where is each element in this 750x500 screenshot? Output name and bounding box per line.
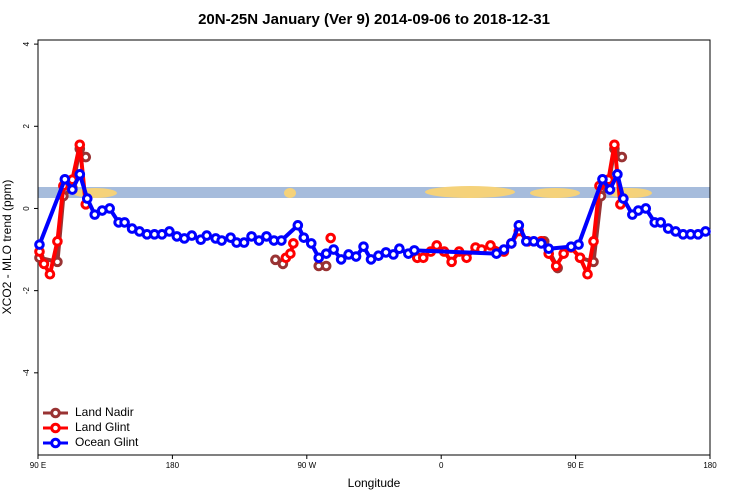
point [59,173,71,185]
x-tick-label: 0 [439,461,444,470]
y-tick-label: 0 [22,206,31,211]
point [461,252,472,264]
point [305,238,317,249]
chart-title: 20N-25N January (Ver 9) 2014-09-06 to 20… [198,11,550,28]
point [216,235,227,246]
point [618,193,629,204]
point [261,231,272,242]
point [44,268,56,280]
point [292,220,304,231]
point [582,268,593,280]
point [81,193,93,204]
y-tick-label: -2 [22,287,31,295]
point [164,226,175,237]
x-tick-label: 90 W [297,461,316,470]
point [34,239,45,250]
y-axis-label: XCO2 - MLO trend (ppm) [0,180,14,315]
point [431,240,443,251]
point [597,173,608,185]
point [238,237,250,248]
point [288,238,299,249]
point [640,203,652,214]
x-tick-label: 90 E [567,461,583,470]
point [604,184,616,195]
point [506,238,517,249]
point [574,252,586,264]
point [320,248,332,259]
x-axis-label: Longitude [348,476,401,490]
point [612,169,623,180]
point [89,209,101,220]
point [285,248,296,259]
legend-label: Ocean Glint [75,435,139,449]
point [550,260,562,272]
point [276,235,287,246]
point [298,232,310,243]
point [394,243,405,255]
legend-label: Land Glint [75,420,130,434]
legend-label: Land Nadir [75,405,134,419]
point [513,220,525,231]
point [655,217,667,228]
point [573,239,584,250]
point [270,254,281,266]
point [409,245,420,256]
point [616,151,628,163]
point [543,243,555,255]
point [350,251,362,262]
point [328,244,339,255]
point [609,139,620,151]
point [74,169,86,180]
point [119,217,130,228]
point [335,254,347,265]
point [67,184,78,195]
point [588,236,599,247]
point [104,203,115,214]
point [491,248,502,259]
legend-marker [50,437,61,449]
point [52,236,63,247]
legend-marker [50,407,61,419]
point [558,248,569,259]
y-tick-label: 2 [22,124,31,129]
x-tick-label: 180 [166,461,180,470]
point [186,230,198,241]
point [313,252,325,264]
point [417,252,429,264]
point [446,256,457,268]
point [38,258,50,270]
point [498,244,510,255]
x-tick-label: 180 [703,461,717,470]
plot-frame [37,39,711,456]
y-tick-label: -4 [22,369,31,377]
point [535,238,547,249]
x-tick-label: 90 E [30,461,46,470]
point [74,139,86,151]
point [253,235,265,246]
y-tick-label: 4 [22,41,31,46]
point [246,231,257,242]
point [700,226,711,237]
map-band [38,186,710,198]
point [325,232,336,244]
point [485,240,496,251]
point [358,241,369,252]
point [388,249,399,260]
point [201,230,213,241]
legend-marker [50,422,61,434]
point [320,260,332,272]
